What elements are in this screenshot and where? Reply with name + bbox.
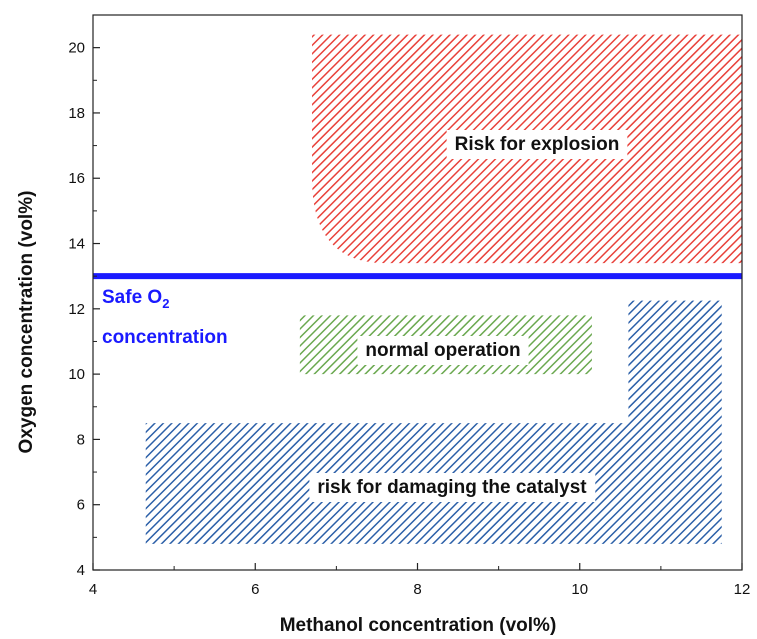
y-tick-label: 16 xyxy=(68,170,85,187)
label-normal-operation-background xyxy=(357,336,529,365)
x-tick-label: 12 xyxy=(734,581,751,598)
y-tick-label: 12 xyxy=(68,301,85,318)
safe-concentration-label: concentration xyxy=(102,327,228,348)
axes-layer: 4 6 8 10 12 4 6 8 10 12 14 16 18 20 xyxy=(68,14,751,598)
safe-o2-label: Safe O2 xyxy=(102,287,169,311)
y-tick-label: 14 xyxy=(68,236,85,253)
label-risk-for-damaging-catalyst: risk for damaging the catalyst xyxy=(317,477,587,498)
region-labels-layer: Risk for explosion normal operation risk f… xyxy=(309,130,628,502)
y-tick-label: 8 xyxy=(77,431,85,448)
safe-o2-subscript: 2 xyxy=(162,296,169,311)
y-tick-label: 4 xyxy=(77,562,85,579)
y-tick-label: 20 xyxy=(68,40,85,57)
x-axis-title: Methanol concentration (vol%) xyxy=(280,615,557,636)
label-normal-operation: normal operation xyxy=(365,340,520,361)
y-tick-label: 6 xyxy=(77,497,85,514)
y-tick-label: 10 xyxy=(68,366,85,383)
y-tick-label: 18 xyxy=(68,105,85,122)
y-axis-title: Oxygen concentration (vol%) xyxy=(16,191,37,454)
x-tick-label: 6 xyxy=(251,581,259,598)
x-tick-label: 10 xyxy=(571,581,588,598)
x-tick-label: 4 xyxy=(89,581,97,598)
regions-layer xyxy=(145,34,742,544)
label-risk-for-damaging-catalyst-background xyxy=(309,473,596,502)
safe-line-layer: Safe O2 concentration xyxy=(93,273,742,348)
label-risk-for-explosion: Risk for explosion xyxy=(455,134,620,155)
label-risk-for-explosion-background xyxy=(446,130,628,159)
x-tick-label: 8 xyxy=(413,581,421,598)
